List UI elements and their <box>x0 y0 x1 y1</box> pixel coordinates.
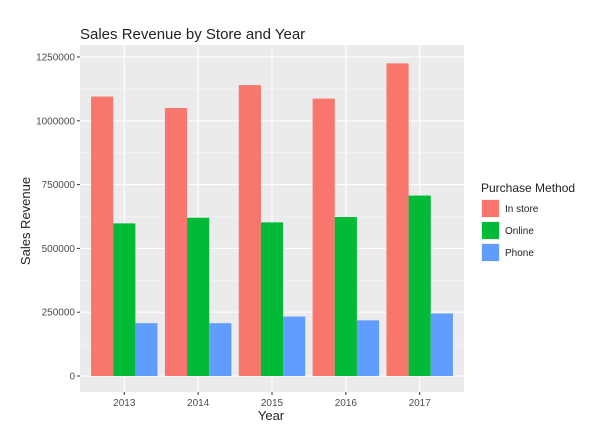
x-axis: 2013 2014 2015 2016 2017 <box>113 392 431 409</box>
bar-in-store-2017 <box>386 63 409 376</box>
y-axis-title: Sales Revenue <box>18 177 33 265</box>
bar-in-store-2015 <box>238 85 261 377</box>
y-tick-label: 1250000 <box>36 53 75 64</box>
bar-in-store-2014 <box>164 108 188 376</box>
y-tick-label: 250000 <box>42 308 76 319</box>
y-tick-label: 1000000 <box>36 116 75 127</box>
bar-online-2014 <box>187 217 210 376</box>
bar-in-store-2016 <box>312 98 335 377</box>
legend-key-phone <box>482 244 499 261</box>
x-tick-label: 2017 <box>409 398 432 409</box>
bar-phone-2013 <box>135 323 158 376</box>
x-tick-label: 2014 <box>187 398 210 409</box>
bar-phone-2015 <box>283 316 306 376</box>
y-tick-label: 750000 <box>42 180 76 191</box>
x-tick-label: 2016 <box>335 398 358 409</box>
bar-online-2017 <box>408 195 431 376</box>
x-tick-label: 2015 <box>261 398 284 409</box>
x-axis-title: Year <box>258 408 285 423</box>
legend-label: Phone <box>505 248 534 259</box>
legend-title: Purchase Method <box>481 181 575 195</box>
legend-label: Online <box>505 226 534 237</box>
bar-online-2013 <box>113 223 136 376</box>
bar-online-2015 <box>260 222 284 376</box>
y-axis: 0 250000 500000 750000 1000000 1250000 <box>36 53 80 383</box>
bar-phone-2014 <box>209 323 232 376</box>
bar-phone-2017 <box>430 313 453 376</box>
bars <box>91 63 453 377</box>
legend-key-in-store <box>482 200 499 217</box>
bar-phone-2016 <box>356 320 380 376</box>
bar-online-2016 <box>334 217 357 376</box>
x-tick-label: 2013 <box>113 398 136 409</box>
legend: Purchase Method In store Online Phone <box>481 181 575 262</box>
y-tick-label: 0 <box>69 372 75 383</box>
legend-key-online <box>482 222 499 239</box>
y-tick-label: 500000 <box>42 244 76 255</box>
legend-label: In store <box>505 204 539 215</box>
bar-in-store-2013 <box>91 96 114 376</box>
chart-title: Sales Revenue by Store and Year <box>80 26 305 43</box>
